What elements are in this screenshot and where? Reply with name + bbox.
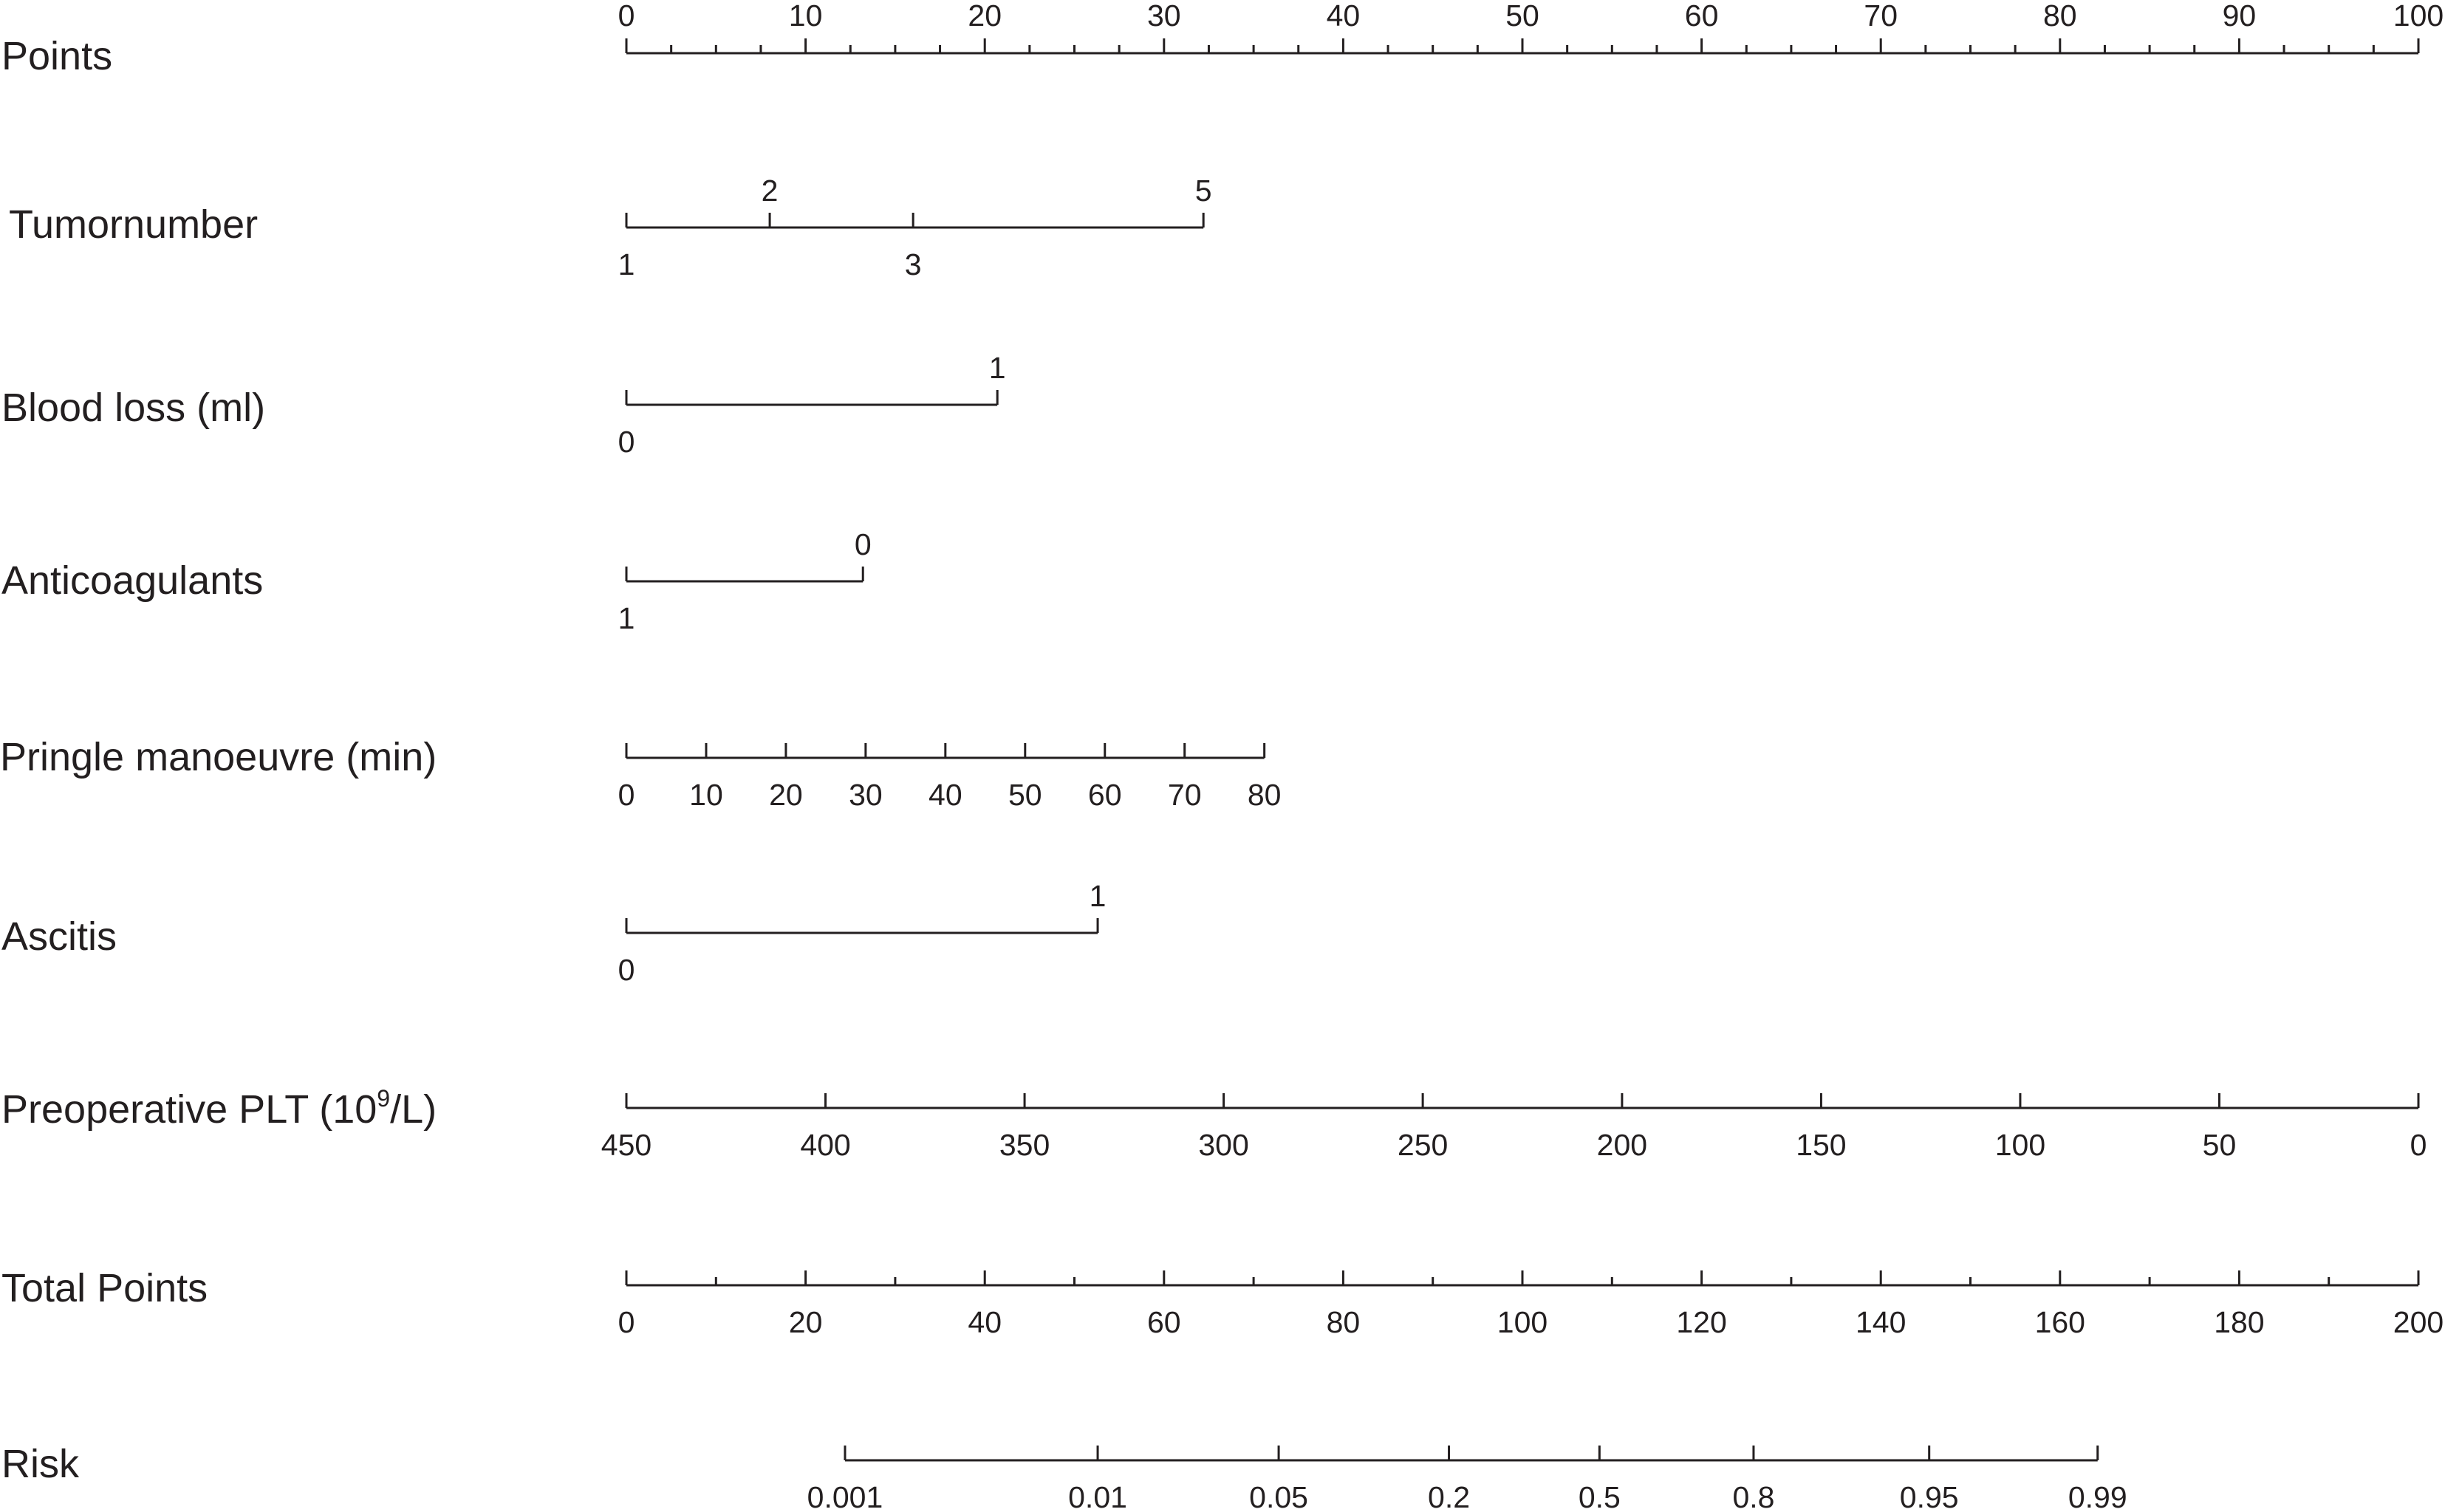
risk-tick-label-0.5: 0.5 [1579,1480,1621,1512]
blood_loss-tick-label-0: 0 [618,425,635,459]
row-label-tumornumber: Tumornumber [9,202,258,247]
total_points-tick-label-0: 0 [618,1305,635,1339]
anticoagulants-tick-label-0: 0 [855,527,872,561]
total_points-tick-label-180: 180 [2214,1305,2264,1339]
tumornumber-tick-label-5: 5 [1195,174,1212,208]
risk-tick-label-0.05: 0.05 [1249,1480,1308,1512]
tumornumber-tick-label-3: 3 [905,247,922,281]
pringle-tick-label-40: 40 [929,778,962,812]
points-tick-label-0: 0 [618,0,635,33]
plt-tick-label-0: 0 [2410,1128,2427,1162]
row-label-points: Points [1,34,112,78]
risk-tick-label-0.2: 0.2 [1428,1480,1470,1512]
plt-tick-label-150: 150 [1796,1128,1846,1162]
ascitis-tick-label-0: 0 [618,953,635,987]
points-tick-label-60: 60 [1685,0,1719,33]
total_points-tick-label-40: 40 [968,1305,1002,1339]
points-tick-label-80: 80 [2043,0,2077,33]
row-label-total-points: Total Points [1,1266,208,1310]
risk-tick-label-0.001: 0.001 [807,1480,883,1512]
row-label-ascitis: Ascitis [1,914,117,959]
total_points-tick-label-80: 80 [1327,1305,1361,1339]
row-label-risk: Risk [1,1442,80,1486]
pringle-tick-label-70: 70 [1168,778,1202,812]
risk-tick-label-0.01: 0.01 [1068,1480,1127,1512]
pringle-tick-label-10: 10 [689,778,723,812]
plt-tick-label-350: 350 [999,1128,1050,1162]
plt-tick-label-200: 200 [1597,1128,1647,1162]
risk-tick-label-0.95: 0.95 [1900,1480,1959,1512]
points-tick-label-50: 50 [1505,0,1539,33]
pringle-tick-label-30: 30 [849,778,883,812]
blood_loss-tick-label-1: 1 [989,351,1006,385]
plt-label-prefix: Preoperative PLT (10 [1,1087,377,1132]
row-label-preoperative-plt: Preoperative PLT (109/L) [1,1085,437,1132]
plt-tick-label-300: 300 [1198,1128,1248,1162]
plt-tick-label-50: 50 [2203,1128,2237,1162]
points-tick-label-40: 40 [1327,0,1361,33]
plt-tick-label-450: 450 [601,1128,652,1162]
row-label-pringle-manoeuvre: Pringle manoeuvre (min) [0,735,437,779]
plt-tick-label-250: 250 [1398,1128,1448,1162]
plt-tick-label-100: 100 [1995,1128,2045,1162]
pringle-tick-label-20: 20 [769,778,803,812]
anticoagulants-tick-label-1: 1 [618,601,635,635]
risk-tick-label-0.8: 0.8 [1732,1480,1774,1512]
total_points-tick-label-100: 100 [1497,1305,1548,1339]
plt-label-superscript: 9 [377,1085,390,1112]
tumornumber-tick-label-2: 2 [762,174,779,208]
points-tick-label-90: 90 [2223,0,2257,33]
ascitis-tick-label-1: 1 [1090,879,1107,913]
total_points-tick-label-140: 140 [1856,1305,1906,1339]
row-label-anticoagulants: Anticoagulants [1,558,263,603]
points-tick-label-30: 30 [1147,0,1181,33]
points-tick-label-10: 10 [789,0,823,33]
total_points-tick-label-120: 120 [1676,1305,1726,1339]
pringle-tick-label-80: 80 [1248,778,1282,812]
pringle-tick-label-60: 60 [1088,778,1122,812]
points-tick-label-70: 70 [1864,0,1898,33]
total_points-tick-label-160: 160 [2035,1305,2085,1339]
tumornumber-tick-label-1: 1 [618,247,635,281]
points-tick-label-100: 100 [2393,0,2444,33]
row-label-blood-loss: Blood loss (ml) [1,386,265,430]
pringle-tick-label-50: 50 [1008,778,1042,812]
plt-tick-label-400: 400 [800,1128,850,1162]
total_points-tick-label-20: 20 [789,1305,823,1339]
points-tick-label-20: 20 [968,0,1002,33]
risk-tick-label-0.99: 0.99 [2068,1480,2127,1512]
total_points-tick-label-60: 60 [1147,1305,1181,1339]
pringle-tick-label-0: 0 [618,778,635,812]
total_points-tick-label-200: 200 [2393,1305,2444,1339]
plt-label-suffix: /L) [390,1087,437,1132]
